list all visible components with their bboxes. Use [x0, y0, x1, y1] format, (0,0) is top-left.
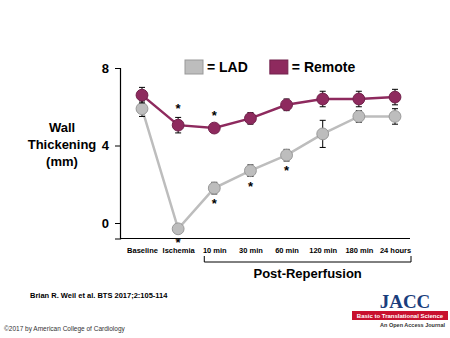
point — [353, 93, 365, 105]
x-tick-label: 180 min — [345, 246, 373, 255]
point — [317, 93, 329, 105]
x-tick-label: 120 min — [309, 246, 337, 255]
legend-label: = LAD — [207, 59, 248, 75]
point — [353, 111, 365, 123]
point — [208, 182, 220, 194]
annotations: * * * * * * — [176, 101, 290, 249]
x-tick-label: 30 min — [239, 246, 263, 255]
logo: JACCBasic to Translational Science An Ope… — [352, 291, 448, 328]
y-tick: 8 — [102, 61, 120, 76]
x-tick-label: 60 min — [275, 246, 299, 255]
chart: 048BaselineIschemia10 min30 min60 min120… — [0, 0, 450, 338]
y-axis-line — [115, 69, 121, 240]
point — [172, 119, 184, 131]
x-axis-line — [120, 238, 410, 239]
copyright: ©2017 by American College of Cardiology — [4, 325, 126, 333]
legend: = LAD = Remote — [185, 59, 355, 75]
x-tick: 24 hours — [380, 246, 411, 255]
x-tick-label: Baseline — [127, 246, 158, 255]
annotation: * — [212, 196, 218, 211]
x-tick-label: 10 min — [203, 246, 227, 255]
citation: Brian R. Weil et al. BTS 2017;2:105-114 — [30, 291, 168, 300]
logo-title: JACC — [380, 291, 431, 312]
x-axis: BaselineIschemia10 min30 min60 min120 mi… — [120, 239, 411, 255]
y-tick-mark — [115, 223, 120, 224]
x-tick-label: 24 hours — [380, 246, 411, 255]
annotation: * — [212, 108, 218, 123]
x-tick: 10 min — [203, 246, 227, 255]
y-tick-label: 8 — [102, 61, 109, 76]
logo-tagline: An Open Access Journal — [380, 322, 445, 328]
point — [317, 128, 329, 140]
plot-area — [136, 87, 401, 234]
y-tick-label: 4 — [102, 138, 110, 153]
point — [389, 111, 401, 123]
line — [142, 109, 395, 229]
annotation: * — [284, 163, 290, 178]
annotation: * — [176, 235, 182, 250]
point — [281, 99, 293, 111]
y-tick-mark — [115, 146, 120, 147]
point — [208, 122, 220, 134]
series — [136, 87, 401, 134]
legend-label: = Remote — [292, 59, 356, 75]
y-tick: 0 — [102, 216, 120, 231]
point — [172, 223, 184, 235]
point — [389, 91, 401, 103]
x-tick: 120 min — [309, 246, 337, 255]
y-tick-mark — [115, 68, 120, 69]
series — [136, 101, 401, 235]
x-group-label: Post-Reperfusion — [253, 266, 361, 281]
x-tick: Baseline — [127, 246, 158, 255]
x-group: Post-Reperfusion — [204, 256, 411, 281]
point — [136, 89, 148, 101]
x-tick: 30 min — [239, 246, 263, 255]
legend-swatch — [185, 60, 203, 74]
y-tick-label: 0 — [102, 216, 109, 231]
logo-subtitle: Basic to Translational Science — [357, 313, 444, 319]
point — [281, 149, 293, 161]
y-axis: 0 4 8 — [102, 61, 121, 239]
x-tick: 60 min — [275, 246, 299, 255]
y-tick: 4 — [102, 138, 120, 153]
x-tick: 180 min — [345, 246, 373, 255]
annotation: * — [248, 179, 254, 194]
point — [245, 165, 257, 177]
logo-band — [352, 311, 448, 320]
x-group-bracket — [204, 256, 411, 262]
point — [245, 112, 257, 124]
annotation: * — [176, 101, 182, 116]
legend-swatch — [270, 60, 288, 74]
point — [136, 103, 148, 115]
y-axis-title: WallThickening(mm) — [28, 120, 97, 169]
